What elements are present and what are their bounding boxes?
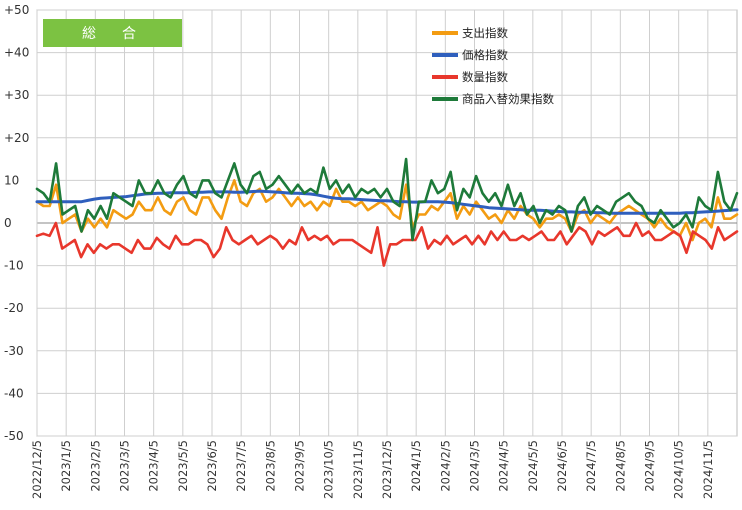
legend-label: 数量指数 xyxy=(462,70,508,84)
x-tick-label: 2023/3/5 xyxy=(118,440,132,492)
x-tick-label: 2024/11/5 xyxy=(701,440,715,499)
x-tick-label: 2023/4/5 xyxy=(147,440,161,492)
y-tick-label: -30 xyxy=(4,344,24,358)
y-tick-label: -50 xyxy=(4,429,24,443)
x-tick-label: 2023/8/5 xyxy=(263,440,277,492)
x-tick-label: 2023/7/5 xyxy=(234,440,248,492)
x-tick-label: 2024/8/5 xyxy=(613,440,627,492)
x-tick-label: 2024/3/5 xyxy=(468,440,482,492)
series-line-0 xyxy=(35,179,739,242)
x-tick-label: 2023/1/5 xyxy=(59,440,73,492)
title-badge-bg xyxy=(43,19,182,47)
series-line-3 xyxy=(35,157,739,242)
x-tick-label: 2024/9/5 xyxy=(643,440,657,492)
y-axis: +50 +40 +30 +20 10 0 -10 -20 -30 -40 -50 xyxy=(4,3,29,443)
x-tick-label: 2023/5/5 xyxy=(176,440,190,492)
x-tick-label: 2022/12/5 xyxy=(30,440,44,499)
legend-label: 支出指数 xyxy=(462,26,508,40)
x-tick-label: 2024/6/5 xyxy=(555,440,569,492)
series-line-2 xyxy=(35,221,739,267)
x-tick-label: 2024/4/5 xyxy=(497,440,511,492)
y-tick-label: 10 xyxy=(4,173,19,187)
x-tick-label: 2023/12/5 xyxy=(380,440,394,499)
y-tick-label: +40 xyxy=(4,46,29,60)
x-tick-label: 2024/1/5 xyxy=(409,440,423,492)
chart-title-badge: 総 合 xyxy=(43,19,182,47)
y-tick-label: -20 xyxy=(4,301,24,315)
y-tick-label: +20 xyxy=(4,131,29,145)
x-axis: 2022/12/5 2023/1/5 2023/2/5 2023/3/5 2023/4/… xyxy=(30,440,715,499)
x-tick-label: 2023/9/5 xyxy=(293,440,307,492)
legend-label: 価格指数 xyxy=(462,48,508,62)
series-line-1 xyxy=(35,189,739,215)
y-tick-label: -10 xyxy=(4,259,24,273)
x-tick-label: 2024/5/5 xyxy=(526,440,540,492)
x-tick-label: 2023/2/5 xyxy=(88,440,102,492)
chart-title: 総 合 xyxy=(82,26,142,42)
legend-label: 商品入替効果指数 xyxy=(462,92,554,106)
x-tick-label: 2024/2/5 xyxy=(438,440,452,492)
x-tick-label: 2024/10/5 xyxy=(672,440,686,499)
x-tick-label: 2023/11/5 xyxy=(351,440,365,499)
x-tick-label: 2023/6/5 xyxy=(205,440,219,492)
y-tick-label: +50 xyxy=(4,3,29,17)
x-tick-label: 2024/7/5 xyxy=(584,440,598,492)
x-tick-label: 2023/10/5 xyxy=(322,440,336,499)
grid-layer xyxy=(36,9,738,437)
y-tick-label: +30 xyxy=(4,88,29,102)
y-tick-label: 0 xyxy=(4,216,12,230)
y-tick-label: -40 xyxy=(4,386,24,400)
series-layer xyxy=(35,157,739,267)
